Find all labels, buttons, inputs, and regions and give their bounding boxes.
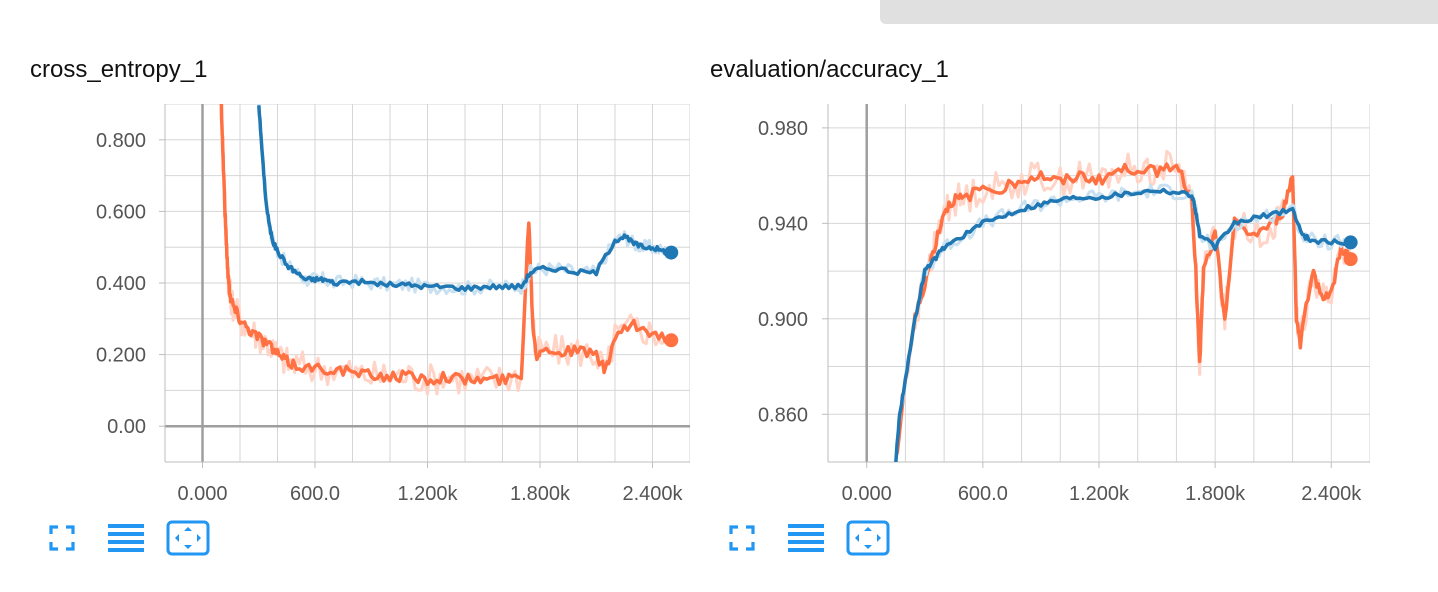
series-line-orange [894, 162, 1352, 458]
x-tick-label: 1.200k [397, 483, 458, 505]
fullscreen-icon [49, 525, 75, 551]
fullscreen-icon [729, 525, 755, 551]
chart-title: cross_entropy_1 [30, 56, 208, 83]
fit-domain-icon [846, 520, 890, 556]
x-tick-label: 1.800k [510, 483, 571, 505]
y-tick-label: 0.800 [96, 130, 146, 152]
chart-card-cross-entropy: cross_entropy_1 0.000 600.0 1.200k 1.800k 2.… [0, 0, 700, 592]
x-tick-label: 0.000 [177, 483, 227, 505]
series-raw-line-blue [257, 104, 673, 296]
series-group [219, 104, 673, 396]
chart-title: evaluation/accuracy_1 [710, 56, 949, 83]
top-strip [880, 0, 1438, 24]
y-tick-label: 0.940 [758, 213, 808, 235]
series-group [894, 149, 1353, 462]
list-icon [108, 524, 144, 552]
list-icon [788, 524, 824, 552]
fit-domain-icon [166, 520, 210, 556]
evaluation-accuracy-chart[interactable]: 0.000 600.0 1.200k 1.800k 2.400k 0.860 0.900 0.… [700, 0, 1400, 520]
cross-entropy-chart[interactable]: 0.000 600.0 1.200k 1.800k 2.400k 0.00 0.200 0.4… [0, 0, 700, 520]
grid [828, 104, 1370, 462]
y-tick-label: 0.600 [96, 201, 146, 223]
x-tick-label: 2.400k [1301, 483, 1362, 505]
series-raw-line-orange [219, 104, 673, 396]
series-line-orange [219, 104, 673, 387]
series-raw-line-blue [894, 183, 1352, 462]
x-tick-label: 1.200k [1069, 483, 1130, 505]
y-tick-label: 0.200 [96, 345, 146, 367]
series-end-point-blue [1343, 235, 1358, 250]
y-tick-label: 0.860 [758, 404, 808, 426]
series-end-point-orange [1343, 252, 1358, 267]
series-end-point-orange [664, 333, 679, 348]
y-tick-label: 0.400 [96, 273, 146, 295]
y-tick-label: 0.00 [107, 416, 146, 438]
x-tick-label: 600.0 [290, 483, 340, 505]
series-line-blue [894, 187, 1352, 462]
x-tick-label: 0.000 [842, 483, 892, 505]
fit-domain-button[interactable] [166, 520, 210, 556]
x-tick-label: 1.800k [1185, 483, 1246, 505]
series-line-blue [257, 105, 673, 292]
fit-domain-button[interactable] [846, 520, 890, 556]
x-tick-label: 600.0 [958, 483, 1008, 505]
x-tick-label: 2.400k [622, 483, 683, 505]
y-tick-label: 0.900 [758, 309, 808, 331]
fullscreen-button[interactable] [40, 520, 84, 556]
series-end-point-blue [664, 245, 679, 260]
y-tick-label: 0.980 [758, 118, 808, 140]
toggle-log-scale-button[interactable] [784, 520, 828, 556]
chart-card-evaluation-accuracy: evaluation/accuracy_1 0.000 600.0 1.200k 1.… [700, 0, 1400, 592]
fullscreen-button[interactable] [720, 520, 764, 556]
toggle-log-scale-button[interactable] [104, 520, 148, 556]
